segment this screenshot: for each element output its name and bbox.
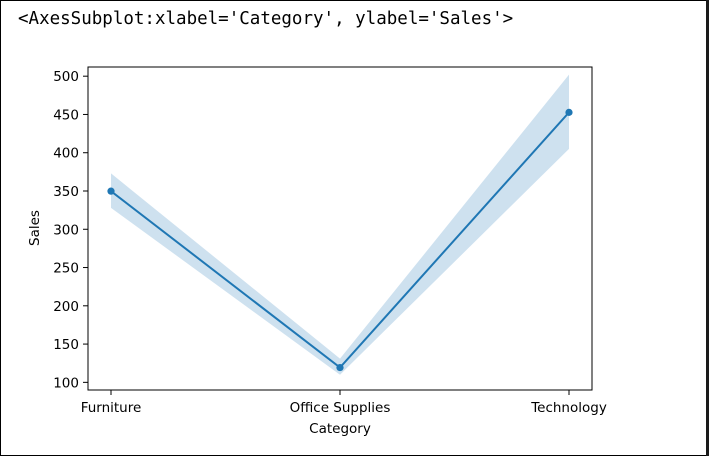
data-point: [565, 108, 573, 116]
y-tick-label: 100: [53, 375, 79, 391]
y-tick-label: 200: [53, 299, 79, 315]
y-axis: 100 150 200 250 300 350 400 450 500: [53, 69, 88, 391]
y-tick-label: 350: [53, 184, 79, 200]
y-tick-label: 500: [53, 69, 79, 85]
y-tick-label: 250: [53, 261, 79, 277]
x-axis: Furniture Office Supplies Technology: [81, 390, 607, 416]
x-tick-label: Office Supplies: [290, 400, 391, 416]
x-tick-label: Technology: [530, 400, 607, 416]
x-tick-label: Furniture: [81, 400, 142, 416]
x-axis-label: Category: [309, 421, 371, 437]
y-tick-label: 450: [53, 107, 79, 123]
y-tick-label: 400: [53, 146, 79, 162]
plot-layer: [107, 74, 573, 375]
y-axis-label: Sales: [27, 210, 43, 246]
output-repr-text: <AxesSubplot:xlabel='Category', ylabel='…: [18, 9, 514, 29]
confidence-band: [111, 74, 569, 375]
y-tick-label: 300: [53, 222, 79, 238]
y-tick-label: 150: [53, 337, 79, 353]
data-point: [107, 187, 115, 195]
window-edge: [706, 0, 709, 456]
data-point: [336, 363, 344, 372]
